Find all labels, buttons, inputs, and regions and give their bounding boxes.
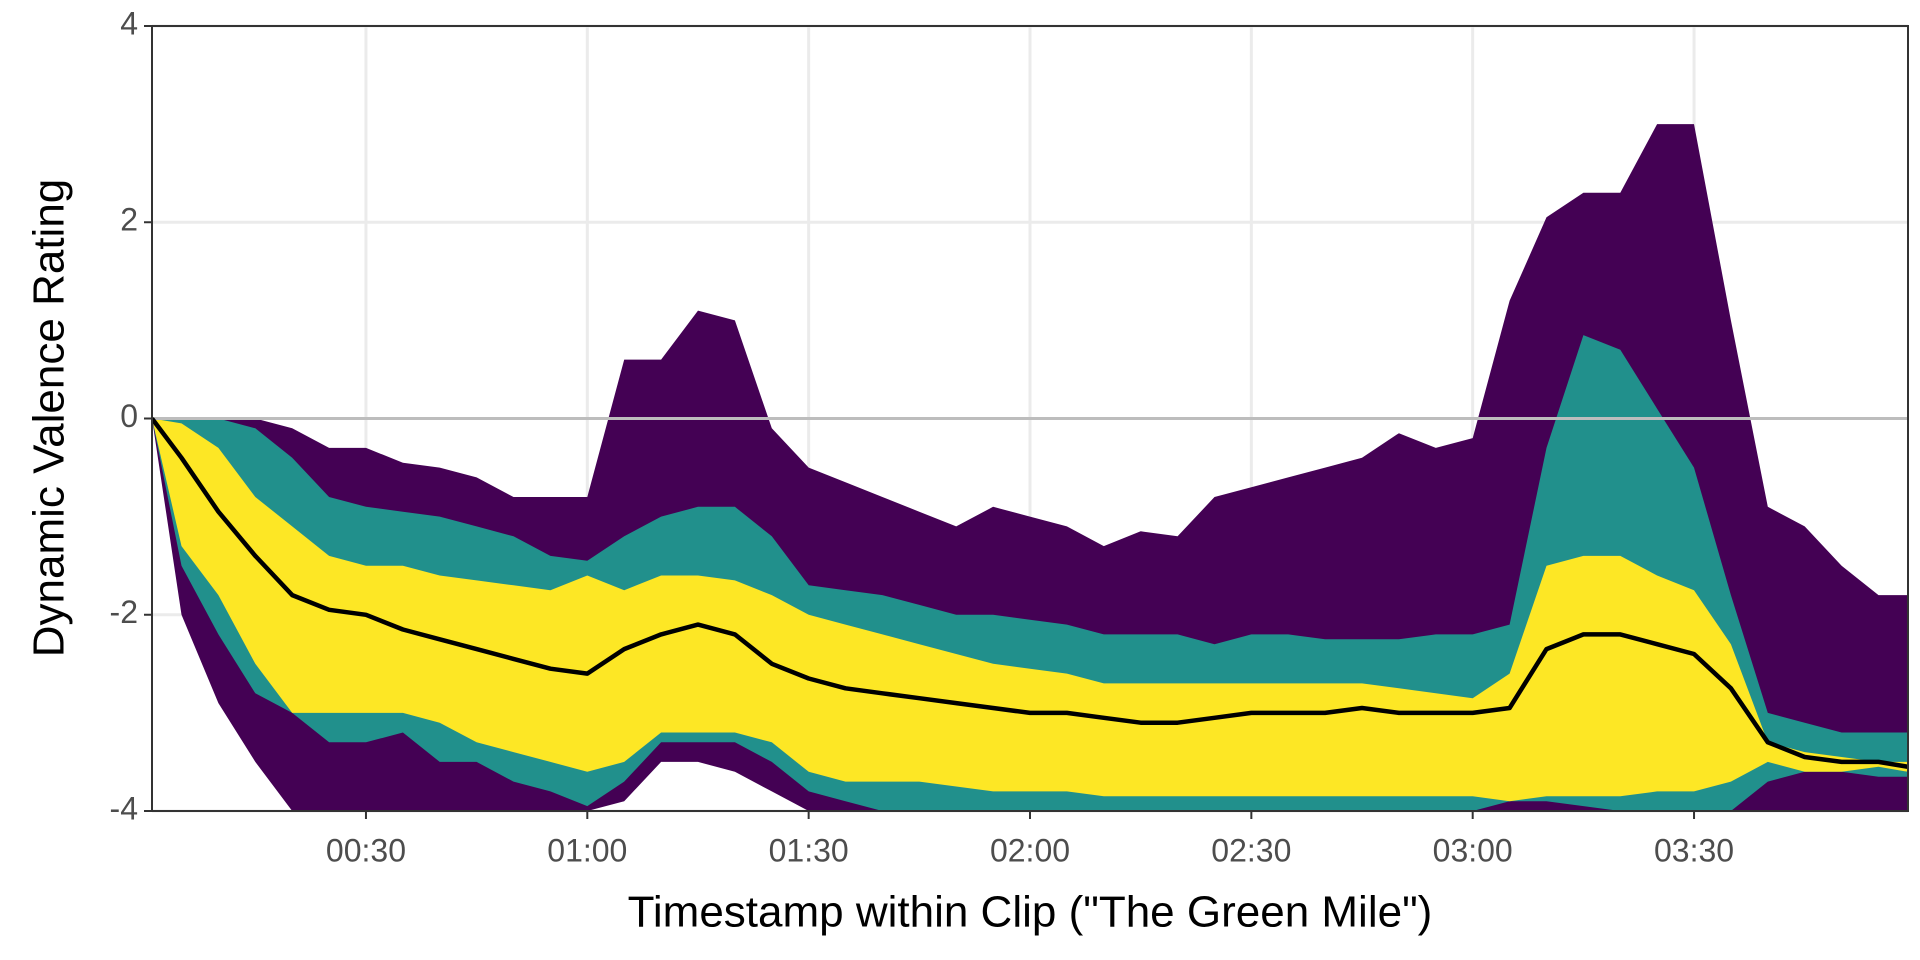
x-tick-label: 01:30 [769,832,849,868]
x-axis-title: Timestamp within Clip ("The Green Mile") [628,888,1433,937]
y-axis-title: Dynamic Valence Rating [25,179,74,658]
x-tick-label: 03:30 [1654,832,1734,868]
y-tick-label: -4 [110,790,138,826]
band [152,418,1908,802]
y-tick-label: 0 [120,398,138,434]
y-tick-label: 4 [120,5,138,41]
y-tick-label: -2 [110,594,138,630]
x-tick-label: 02:00 [990,832,1070,868]
x-tick-label: 02:30 [1211,832,1291,868]
x-tick-label: 01:00 [547,832,627,868]
x-tick-label: 00:30 [326,832,406,868]
plot-border [151,25,1909,812]
x-tick-label: 03:00 [1433,832,1513,868]
median-line [152,417,1908,770]
y-tick-label: 2 [120,202,138,238]
